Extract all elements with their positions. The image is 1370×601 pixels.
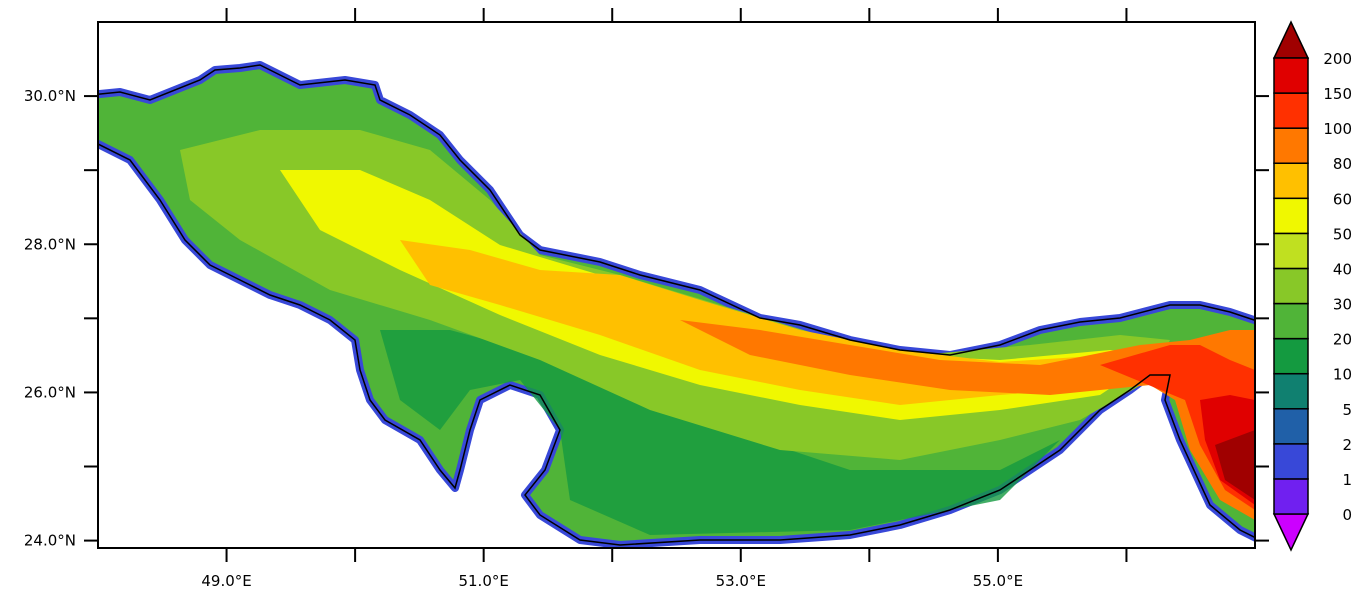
- gulf-field: [98, 61, 1255, 548]
- x-tick-label: 49.0°E: [201, 572, 251, 590]
- colorbar-label: 150: [1323, 85, 1352, 103]
- colorbar-label: 20: [1333, 331, 1352, 349]
- colorbar-segment: [1273, 162, 1309, 200]
- colorbar-segment: [1273, 127, 1309, 164]
- y-tick-label: 24.0°N: [24, 532, 76, 550]
- colorbar-label: 200: [1323, 50, 1352, 68]
- colorbar-label: 50: [1333, 225, 1352, 243]
- y-tick-label: 26.0°N: [24, 383, 76, 401]
- colorbar-segment: [1273, 57, 1309, 94]
- colorbar-label: 60: [1333, 190, 1352, 208]
- colorbar-segment: [1273, 232, 1309, 270]
- colorbar-segment: [1273, 372, 1309, 410]
- colorbar-segment: [1273, 92, 1309, 129]
- y-tick-label: 30.0°N: [24, 87, 76, 105]
- colorbar-label: 40: [1333, 260, 1352, 278]
- colorbar-label: 0: [1342, 506, 1352, 524]
- colorbar-segment: [1273, 478, 1309, 515]
- colorbar-segment: [1273, 443, 1309, 480]
- colorbar-label: 5: [1342, 401, 1352, 419]
- colorbar-segment: [1273, 408, 1309, 445]
- x-tick-label: 55.0°E: [973, 572, 1023, 590]
- colorbar-segment: [1273, 302, 1309, 340]
- axes: 49.0°E 51.0°E 53.0°E 55.0°E 24.0°N 26.0°N 28.0…: [24, 8, 1269, 590]
- colorbar-label: 100: [1323, 120, 1352, 138]
- colorbar-label: 10: [1333, 366, 1352, 384]
- colorbar-extend-low: [1272, 513, 1310, 552]
- band-80-100: [680, 320, 1255, 520]
- band-20-30: [380, 330, 1060, 535]
- x-tick-label: 51.0°E: [458, 572, 508, 590]
- x-tick-label: 53.0°E: [716, 572, 766, 590]
- colorbar-label: 30: [1333, 296, 1352, 314]
- colorbar-label: 80: [1333, 155, 1352, 173]
- plot-frame: [97, 21, 1256, 549]
- colorbar-label: 1: [1342, 471, 1352, 489]
- colorbar-segment: [1273, 337, 1309, 375]
- colorbar-label: 2: [1342, 436, 1352, 454]
- y-tick-label: 28.0°N: [24, 235, 76, 253]
- colorbar-segment: [1273, 197, 1309, 235]
- colorbar: 0 1 2 5 10 20 30 40 50 60 80 100 150 200: [1272, 20, 1352, 552]
- colorbar-segment: [1273, 267, 1309, 305]
- colorbar-extend-high: [1272, 20, 1310, 59]
- coastline: [98, 64, 1255, 546]
- band-above-200: [1215, 430, 1255, 500]
